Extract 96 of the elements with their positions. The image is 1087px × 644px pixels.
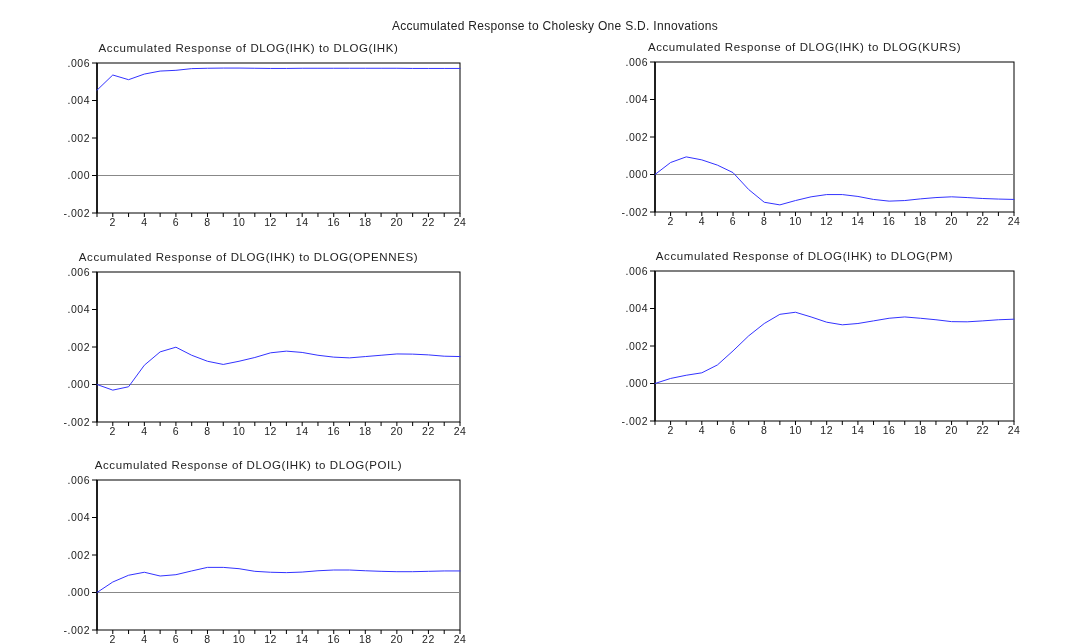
y-tick-label: .006: [625, 264, 648, 277]
x-tick-label: 22: [422, 633, 435, 644]
y-tick-label: -.002: [63, 206, 90, 219]
line-series: [96, 566, 461, 593]
x-tick-label: 14: [295, 216, 309, 228]
x-tick-label: 2: [109, 633, 116, 644]
y-tick-label: -.002: [621, 414, 648, 427]
x-tick-label: 14: [295, 633, 309, 644]
y-tick-label: .004: [67, 511, 90, 524]
x-tick-label: 12: [820, 215, 834, 227]
x-tick-label: 16: [882, 215, 896, 227]
x-tick-label: 2: [667, 215, 674, 227]
x-tick-label: 20: [390, 633, 404, 644]
x-tick-label: 8: [761, 215, 768, 227]
x-tick-label: 8: [204, 216, 211, 228]
x-tick-label: 20: [945, 215, 958, 227]
x-tick-label: 2: [109, 425, 116, 437]
x-tick-label: 24: [453, 633, 467, 644]
x-tick-label: 22: [976, 215, 990, 227]
x-tick-label: 12: [820, 424, 834, 436]
x-tick-label: 18: [914, 424, 927, 436]
x-tick-label: 4: [141, 425, 148, 437]
x-tick-label: 24: [1007, 424, 1021, 436]
x-tick-label: 8: [204, 633, 211, 644]
x-tick-label: 22: [422, 425, 435, 437]
x-tick-label: 2: [667, 424, 674, 436]
line-series: [654, 311, 1015, 384]
line-series: [96, 346, 461, 391]
y-tick-label: .004: [67, 303, 90, 316]
y-tick-label: .006: [625, 55, 648, 68]
text: Accumulated Response to Cholesky One S.D. Innovations: [391, 19, 719, 33]
x-tick-label: 24: [453, 216, 467, 228]
y-tick-label: .002: [625, 130, 648, 143]
x-tick-label: 20: [390, 425, 404, 437]
y-tick-label: .004: [67, 94, 90, 107]
x-tick-label: 18: [358, 425, 372, 437]
chart-title: Accumulated Response of DLOG(IHK) to DLOG(IHK): [98, 42, 399, 54]
y-tick-label: .002: [67, 548, 90, 561]
line-series: [96, 67, 461, 91]
x-tick-label: 10: [232, 633, 246, 644]
x-tick-label: 4: [698, 215, 705, 227]
y-tick-label: .006: [67, 265, 90, 278]
y-tick-label: .000: [67, 586, 90, 599]
x-tick-label: 6: [172, 425, 180, 437]
y-tick-label: .000: [625, 377, 648, 390]
x-tick-label: 6: [729, 424, 737, 436]
chart-title: Accumulated Response of DLOG(IHK) to DLOG(OPENNES): [78, 251, 419, 263]
x-tick-label: 22: [422, 216, 435, 228]
x-tick-label: 10: [789, 424, 802, 436]
x-tick-label: 24: [1007, 215, 1021, 227]
x-tick-label: 12: [264, 425, 277, 437]
line-series: [654, 156, 1015, 206]
y-tick-label: .004: [625, 93, 648, 106]
y-tick-label: .002: [625, 339, 648, 352]
y-tick-label: .000: [625, 168, 648, 181]
y-tick-label: .000: [67, 169, 90, 182]
x-tick-label: 4: [141, 633, 148, 644]
x-tick-label: 6: [729, 215, 737, 227]
y-tick-label: .000: [67, 378, 90, 391]
y-tick-label: -.002: [63, 623, 90, 636]
x-tick-label: 14: [851, 424, 865, 436]
x-tick-label: 2: [109, 216, 116, 228]
x-tick-label: 14: [851, 215, 865, 227]
x-tick-label: 10: [789, 215, 802, 227]
x-tick-label: 12: [264, 216, 277, 228]
y-tick-label: .002: [67, 340, 90, 353]
x-tick-label: 16: [327, 633, 341, 644]
y-tick-label: -.002: [63, 415, 90, 428]
x-tick-label: 20: [945, 424, 958, 436]
x-tick-label: 6: [172, 216, 180, 228]
y-tick-label: .006: [67, 473, 90, 486]
x-tick-label: 8: [204, 425, 211, 437]
x-tick-label: 10: [232, 216, 246, 228]
x-tick-label: 18: [914, 215, 927, 227]
x-tick-label: 16: [882, 424, 896, 436]
x-tick-label: 6: [172, 633, 180, 644]
y-tick-label: -.002: [621, 205, 648, 218]
y-tick-label: .004: [625, 302, 648, 315]
x-tick-label: 4: [698, 424, 705, 436]
x-tick-label: 12: [264, 633, 277, 644]
y-tick-label: .002: [67, 131, 90, 144]
x-tick-label: 14: [295, 425, 309, 437]
x-tick-label: 10: [232, 425, 246, 437]
chart-title: Accumulated Response of DLOG(IHK) to DLOG(KURS): [647, 41, 962, 53]
x-tick-label: 16: [327, 216, 341, 228]
x-tick-label: 20: [390, 216, 404, 228]
chart-title: Accumulated Response of DLOG(IHK) to DLOG(PM): [655, 250, 954, 262]
x-tick-label: 8: [761, 424, 768, 436]
chart-title: Accumulated Response of DLOG(IHK) to DLOG(POIL): [94, 459, 403, 471]
x-tick-label: 22: [976, 424, 990, 436]
y-tick-label: .006: [67, 56, 90, 69]
x-tick-label: 18: [358, 216, 372, 228]
x-tick-label: 16: [327, 425, 341, 437]
x-tick-label: 24: [453, 425, 467, 437]
x-tick-label: 4: [141, 216, 148, 228]
x-tick-label: 18: [358, 633, 372, 644]
